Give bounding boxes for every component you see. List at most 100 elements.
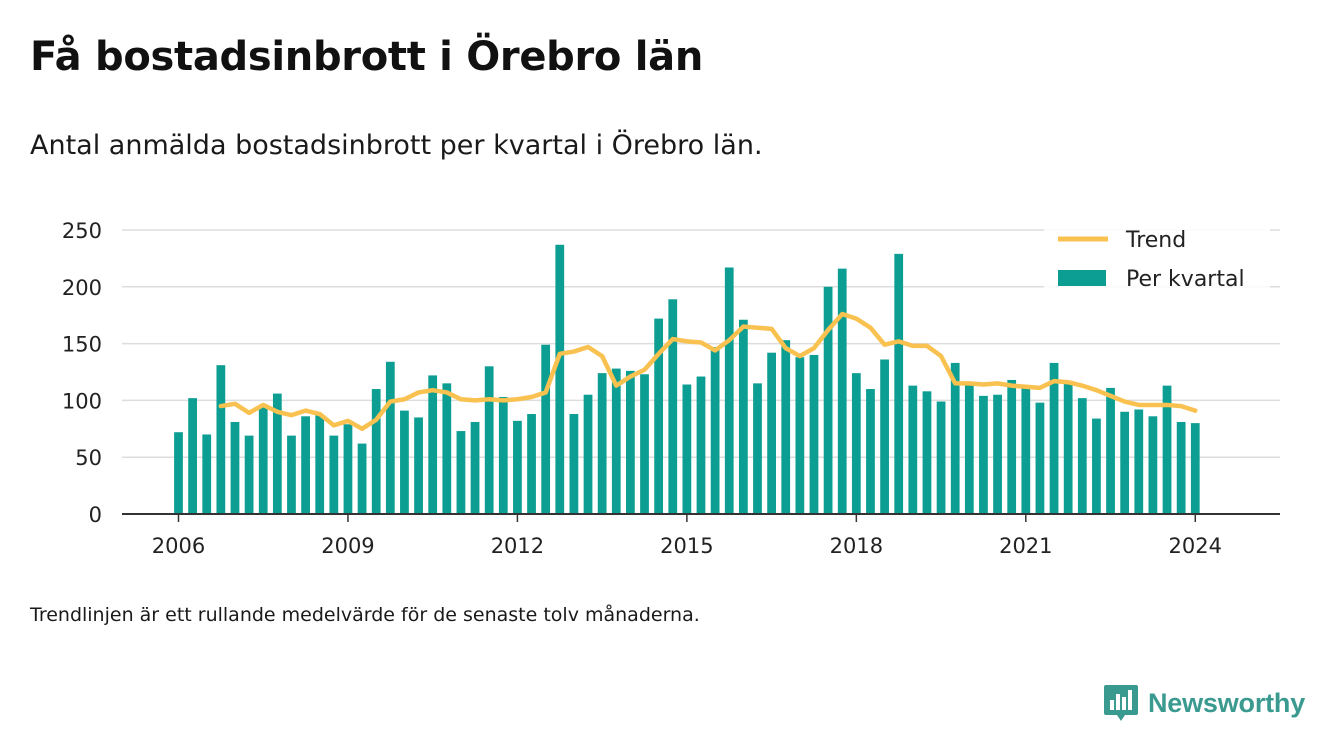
x-tick-labels: 2006 2009 2012 2015 2018 2021 2024 [152,534,1222,558]
bar [964,384,974,514]
y-tick-label: 100 [62,389,102,413]
bar-series [174,244,1200,515]
bar [513,420,522,514]
bar [216,365,226,514]
x-tick-label: 2012 [491,534,544,558]
legend-background [1044,222,1270,300]
bar [809,354,819,514]
bar [1092,418,1101,514]
bar [258,404,268,514]
newsworthy-logo-text: Newsworthy [1148,687,1306,718]
bar [315,415,325,514]
chart-title: Få bostadsinbrott i Örebro län [30,34,704,80]
legend-bar-label: Per kvartal [1126,267,1245,292]
bar [1162,385,1172,514]
legend-trend-label: Trend [1125,228,1186,253]
bar [936,401,946,514]
bar [626,370,635,514]
bar [343,424,353,514]
bar [823,286,833,514]
bar [611,368,621,514]
bar [837,268,847,514]
y-tick-label: 0 [89,503,102,527]
trend-line [218,311,1198,432]
bar [555,244,565,514]
bar [738,319,748,514]
bar [753,383,762,514]
x-tick-label: 2015 [660,534,713,558]
bar [1077,398,1087,514]
y-tick-labels: 0 50 100 150 200 250 [62,219,102,527]
y-tick-label: 150 [62,333,102,357]
bar [654,318,664,514]
x-tick-label: 2021 [999,534,1052,558]
x-tick-label: 2024 [1169,534,1222,558]
bar [583,394,593,514]
y-tick-label: 250 [62,219,102,243]
bar [329,435,339,514]
bar [640,374,649,514]
bar [569,414,579,514]
y-tick-label: 50 [75,446,102,470]
bar [244,435,254,514]
newsworthy-logo: Newsworthy [1103,683,1305,723]
legend: Trend Per kvartal [1044,222,1270,300]
bar [428,375,438,514]
bar [710,347,720,514]
bar [682,384,692,514]
bar [851,373,861,514]
bar [1021,386,1031,514]
chart-subtitle: Antal anmälda bostadsinbrott per kvartal… [30,130,763,161]
bar [230,421,240,514]
bar [1007,379,1017,514]
bar [272,393,282,514]
x-tick-label: 2018 [830,534,883,558]
bar [696,376,706,514]
x-tick-label: 2006 [152,534,205,558]
y-tick-label: 200 [62,276,102,300]
bar [668,299,678,514]
bar [188,398,197,514]
bar [202,434,212,514]
x-tick-label: 2009 [321,534,374,558]
footnote: Trendlinjen är ett rullande medelvärde f… [30,604,700,626]
bar [795,357,805,514]
bar [1063,383,1073,514]
bar [470,421,480,514]
bar [1176,421,1186,514]
bar [400,410,409,514]
bar [498,396,508,514]
bar [484,366,494,514]
bar [993,394,1002,514]
bar [979,395,988,514]
bar [1134,409,1144,514]
bar [371,389,381,514]
bar [767,352,776,514]
bar [174,432,183,514]
bar [541,344,551,514]
bar [442,383,452,514]
bar [1190,423,1200,514]
bar [1049,362,1059,514]
newsworthy-logo-icon [1104,685,1138,721]
x-axis [122,513,1280,522]
bar [597,373,607,514]
bar [1120,411,1130,514]
legend-bar-swatch [1058,270,1106,286]
bar [781,340,791,514]
bar [866,389,875,514]
bar [908,385,918,514]
bar [724,267,734,514]
bar [301,416,310,514]
bar [922,391,932,514]
bar [1035,402,1045,514]
bar [527,414,536,514]
bar [1106,387,1115,514]
bar [880,359,889,514]
bar [1148,416,1158,514]
bar [456,431,466,514]
bar [414,417,423,514]
trend-series [218,311,1198,432]
chart-svg: 0 50 100 150 200 250 2006 2009 2012 2015 2018 2021… [62,219,1280,558]
bar [894,253,904,515]
